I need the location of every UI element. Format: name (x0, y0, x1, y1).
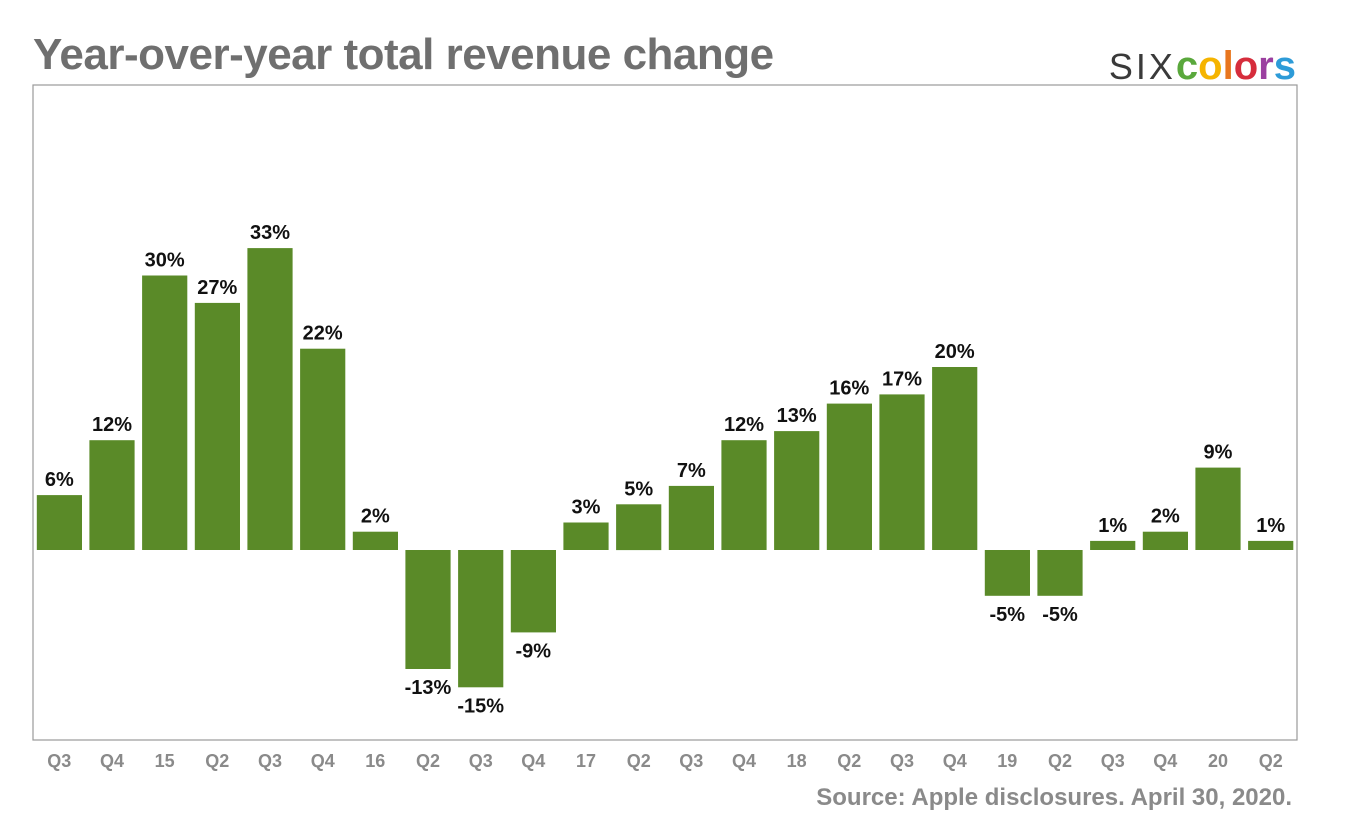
logo-letter: r (1258, 44, 1274, 88)
bar (879, 394, 925, 550)
data-label: -15% (457, 695, 504, 717)
x-tick-label: Q4 (521, 751, 545, 771)
data-label: 33% (250, 222, 290, 244)
data-label: 13% (777, 405, 817, 427)
logo-prefix: SIX (1108, 46, 1176, 87)
x-tick-label: 15 (155, 751, 175, 771)
logo-letter: c (1175, 44, 1199, 88)
bar (668, 485, 714, 550)
x-tick-label: Q3 (890, 751, 914, 771)
bar (826, 403, 872, 550)
x-tick-label: Q3 (1101, 751, 1125, 771)
bar (563, 522, 609, 550)
x-tick-label: Q4 (943, 751, 967, 771)
bar (984, 550, 1030, 596)
data-label: -9% (516, 640, 552, 662)
bar (1248, 540, 1294, 550)
x-tick-label: Q2 (837, 751, 861, 771)
bar (774, 431, 820, 550)
data-label: 20% (935, 341, 975, 363)
bar (458, 550, 504, 688)
data-label: 5% (624, 478, 653, 500)
x-tick-label: Q3 (258, 751, 282, 771)
x-tick-label: Q4 (311, 751, 335, 771)
bar (300, 348, 346, 550)
x-tick-label: Q2 (627, 751, 651, 771)
bar (510, 550, 556, 633)
data-label: 9% (1204, 442, 1233, 464)
data-label: 12% (724, 414, 764, 436)
bar (405, 550, 451, 669)
x-tick-label: Q2 (1259, 751, 1283, 771)
data-label: 3% (572, 497, 601, 519)
bar (352, 531, 398, 550)
data-label: 7% (677, 460, 706, 482)
x-tick-label: 20 (1208, 751, 1228, 771)
data-label: 27% (197, 277, 237, 299)
data-label: -5% (1042, 604, 1078, 626)
x-tick-label: Q2 (1048, 751, 1072, 771)
x-tick-label: 16 (365, 751, 385, 771)
plot-frame (32, 84, 1298, 741)
logo-colors: colors (1176, 44, 1296, 88)
data-label: -5% (990, 604, 1026, 626)
x-tick-label: Q2 (416, 751, 440, 771)
data-label: 2% (1151, 506, 1180, 528)
logo-letter: o (1233, 44, 1259, 88)
bar (1037, 550, 1083, 596)
bar (89, 440, 135, 550)
bar (616, 504, 662, 551)
data-label: 1% (1098, 515, 1127, 537)
data-label: 17% (882, 368, 922, 390)
bar (1090, 540, 1136, 550)
data-label: 22% (303, 323, 343, 345)
x-tick-label: Q4 (100, 751, 124, 771)
x-tick-label: Q3 (679, 751, 703, 771)
logo-letter: s (1273, 44, 1296, 88)
x-tick-label: Q4 (1153, 751, 1177, 771)
x-tick-label: 17 (576, 751, 596, 771)
data-label: 6% (45, 469, 74, 491)
bar (194, 302, 240, 550)
data-label: 1% (1256, 515, 1285, 537)
data-label: -13% (405, 677, 452, 699)
data-label: 16% (829, 378, 869, 400)
bar (1195, 467, 1241, 550)
bar (1142, 531, 1188, 550)
x-tick-label: Q4 (732, 751, 756, 771)
x-tick-label: Q3 (47, 751, 71, 771)
data-label: 2% (361, 506, 390, 528)
chart-title: Year-over-year total revenue change (33, 30, 774, 79)
source-note: Source: Apple disclosures. April 30, 202… (816, 784, 1292, 811)
bar (36, 495, 82, 550)
data-label: 30% (145, 250, 185, 272)
bar (721, 440, 767, 550)
bar (142, 275, 188, 550)
logo-letter: l (1222, 44, 1234, 88)
logo-letter: o (1198, 44, 1223, 88)
x-tick-label: 18 (787, 751, 807, 771)
x-tick-label: 19 (997, 751, 1017, 771)
data-label: 12% (92, 414, 132, 436)
bar (932, 367, 978, 550)
x-tick-label: Q2 (205, 751, 229, 771)
x-tick-label: Q3 (469, 751, 493, 771)
bar (247, 248, 293, 550)
sixcolors-logo: SIXcolors (1109, 44, 1296, 89)
